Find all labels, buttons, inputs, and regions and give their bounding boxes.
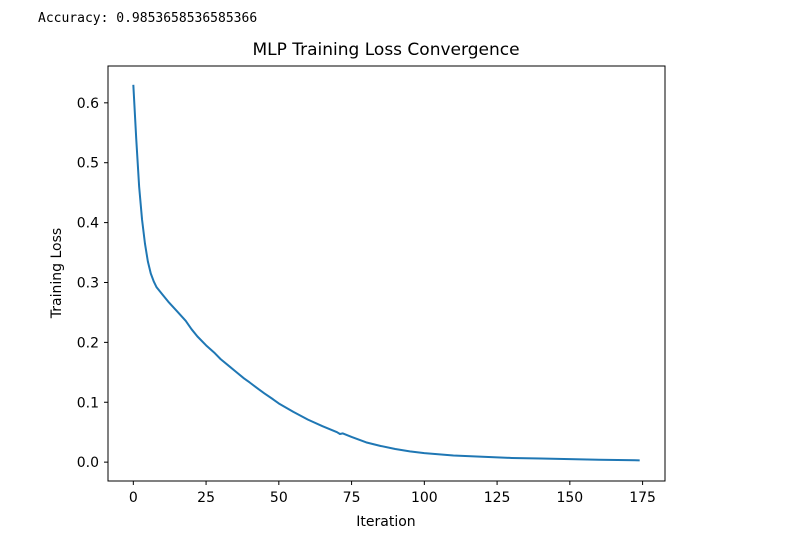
- x-axis-label: Iteration: [356, 514, 415, 530]
- x-tick-label: 100: [411, 490, 438, 506]
- x-tick-label: 0: [129, 490, 138, 506]
- y-axis-label: Training Loss: [49, 228, 65, 319]
- x-tick-label: 125: [484, 490, 511, 506]
- y-axis-ticks: 0.0 0.1 0.2 0.3 0.4 0.5 0.6: [77, 96, 108, 471]
- x-tick-label: 175: [629, 490, 656, 506]
- y-tick-label: 0.1: [77, 395, 99, 411]
- y-tick-label: 0.4: [77, 216, 99, 232]
- plot-frame: [107, 65, 666, 482]
- y-tick-label: 0.6: [77, 96, 99, 112]
- y-tick-label: 0.2: [77, 335, 99, 351]
- y-tick-label: 0.0: [77, 455, 99, 471]
- y-tick-label: 0.5: [77, 156, 99, 172]
- training-loss-line: [132, 84, 640, 462]
- x-tick-label: 25: [197, 490, 215, 506]
- x-tick-label: 50: [270, 490, 288, 506]
- accuracy-output: Accuracy: 0.9853658536585366: [38, 11, 258, 26]
- x-tick-label: 150: [556, 490, 583, 506]
- plot-area: [107, 65, 666, 482]
- x-tick-label: 75: [343, 490, 361, 506]
- x-axis-ticks: 0 25 50 75 100 125 150 175: [129, 481, 656, 506]
- chart-title: MLP Training Loss Convergence: [252, 40, 519, 60]
- y-tick-label: 0.3: [77, 275, 99, 291]
